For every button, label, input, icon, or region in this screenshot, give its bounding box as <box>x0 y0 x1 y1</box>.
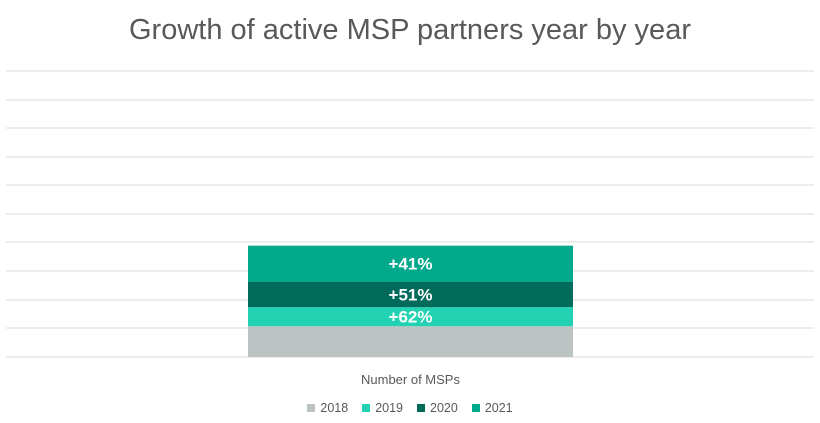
x-tick-label: Number of MSPs <box>361 372 460 387</box>
data-label-2020: +51% <box>389 285 433 304</box>
legend-item-2018: 2018 <box>307 401 348 415</box>
legend-label: 2020 <box>430 401 458 415</box>
legend-swatch <box>417 404 425 412</box>
legend-item-2021: 2021 <box>471 401 513 415</box>
legend: 2018 2019 2020 2021 <box>0 401 820 415</box>
legend-label: 2019 <box>375 401 403 415</box>
data-label-2021: +41% <box>389 255 433 274</box>
legend-item-2019: 2019 <box>362 401 403 415</box>
legend-item-2020: 2020 <box>417 401 458 415</box>
legend-label: 2021 <box>484 401 513 415</box>
bar-segment-2018 <box>248 326 573 357</box>
bar-segment-2020 <box>248 281 573 308</box>
legend-swatch <box>307 404 316 412</box>
chart-title: Growth of active MSP partners year by ye… <box>129 14 691 46</box>
bar-segment-2021 <box>248 245 573 282</box>
legend-swatch <box>362 404 371 412</box>
data-label-2019: +62% <box>389 308 433 327</box>
legend-swatch <box>471 404 480 412</box>
legend-label: 2018 <box>320 401 349 415</box>
bar-segment-2019 <box>248 307 573 327</box>
